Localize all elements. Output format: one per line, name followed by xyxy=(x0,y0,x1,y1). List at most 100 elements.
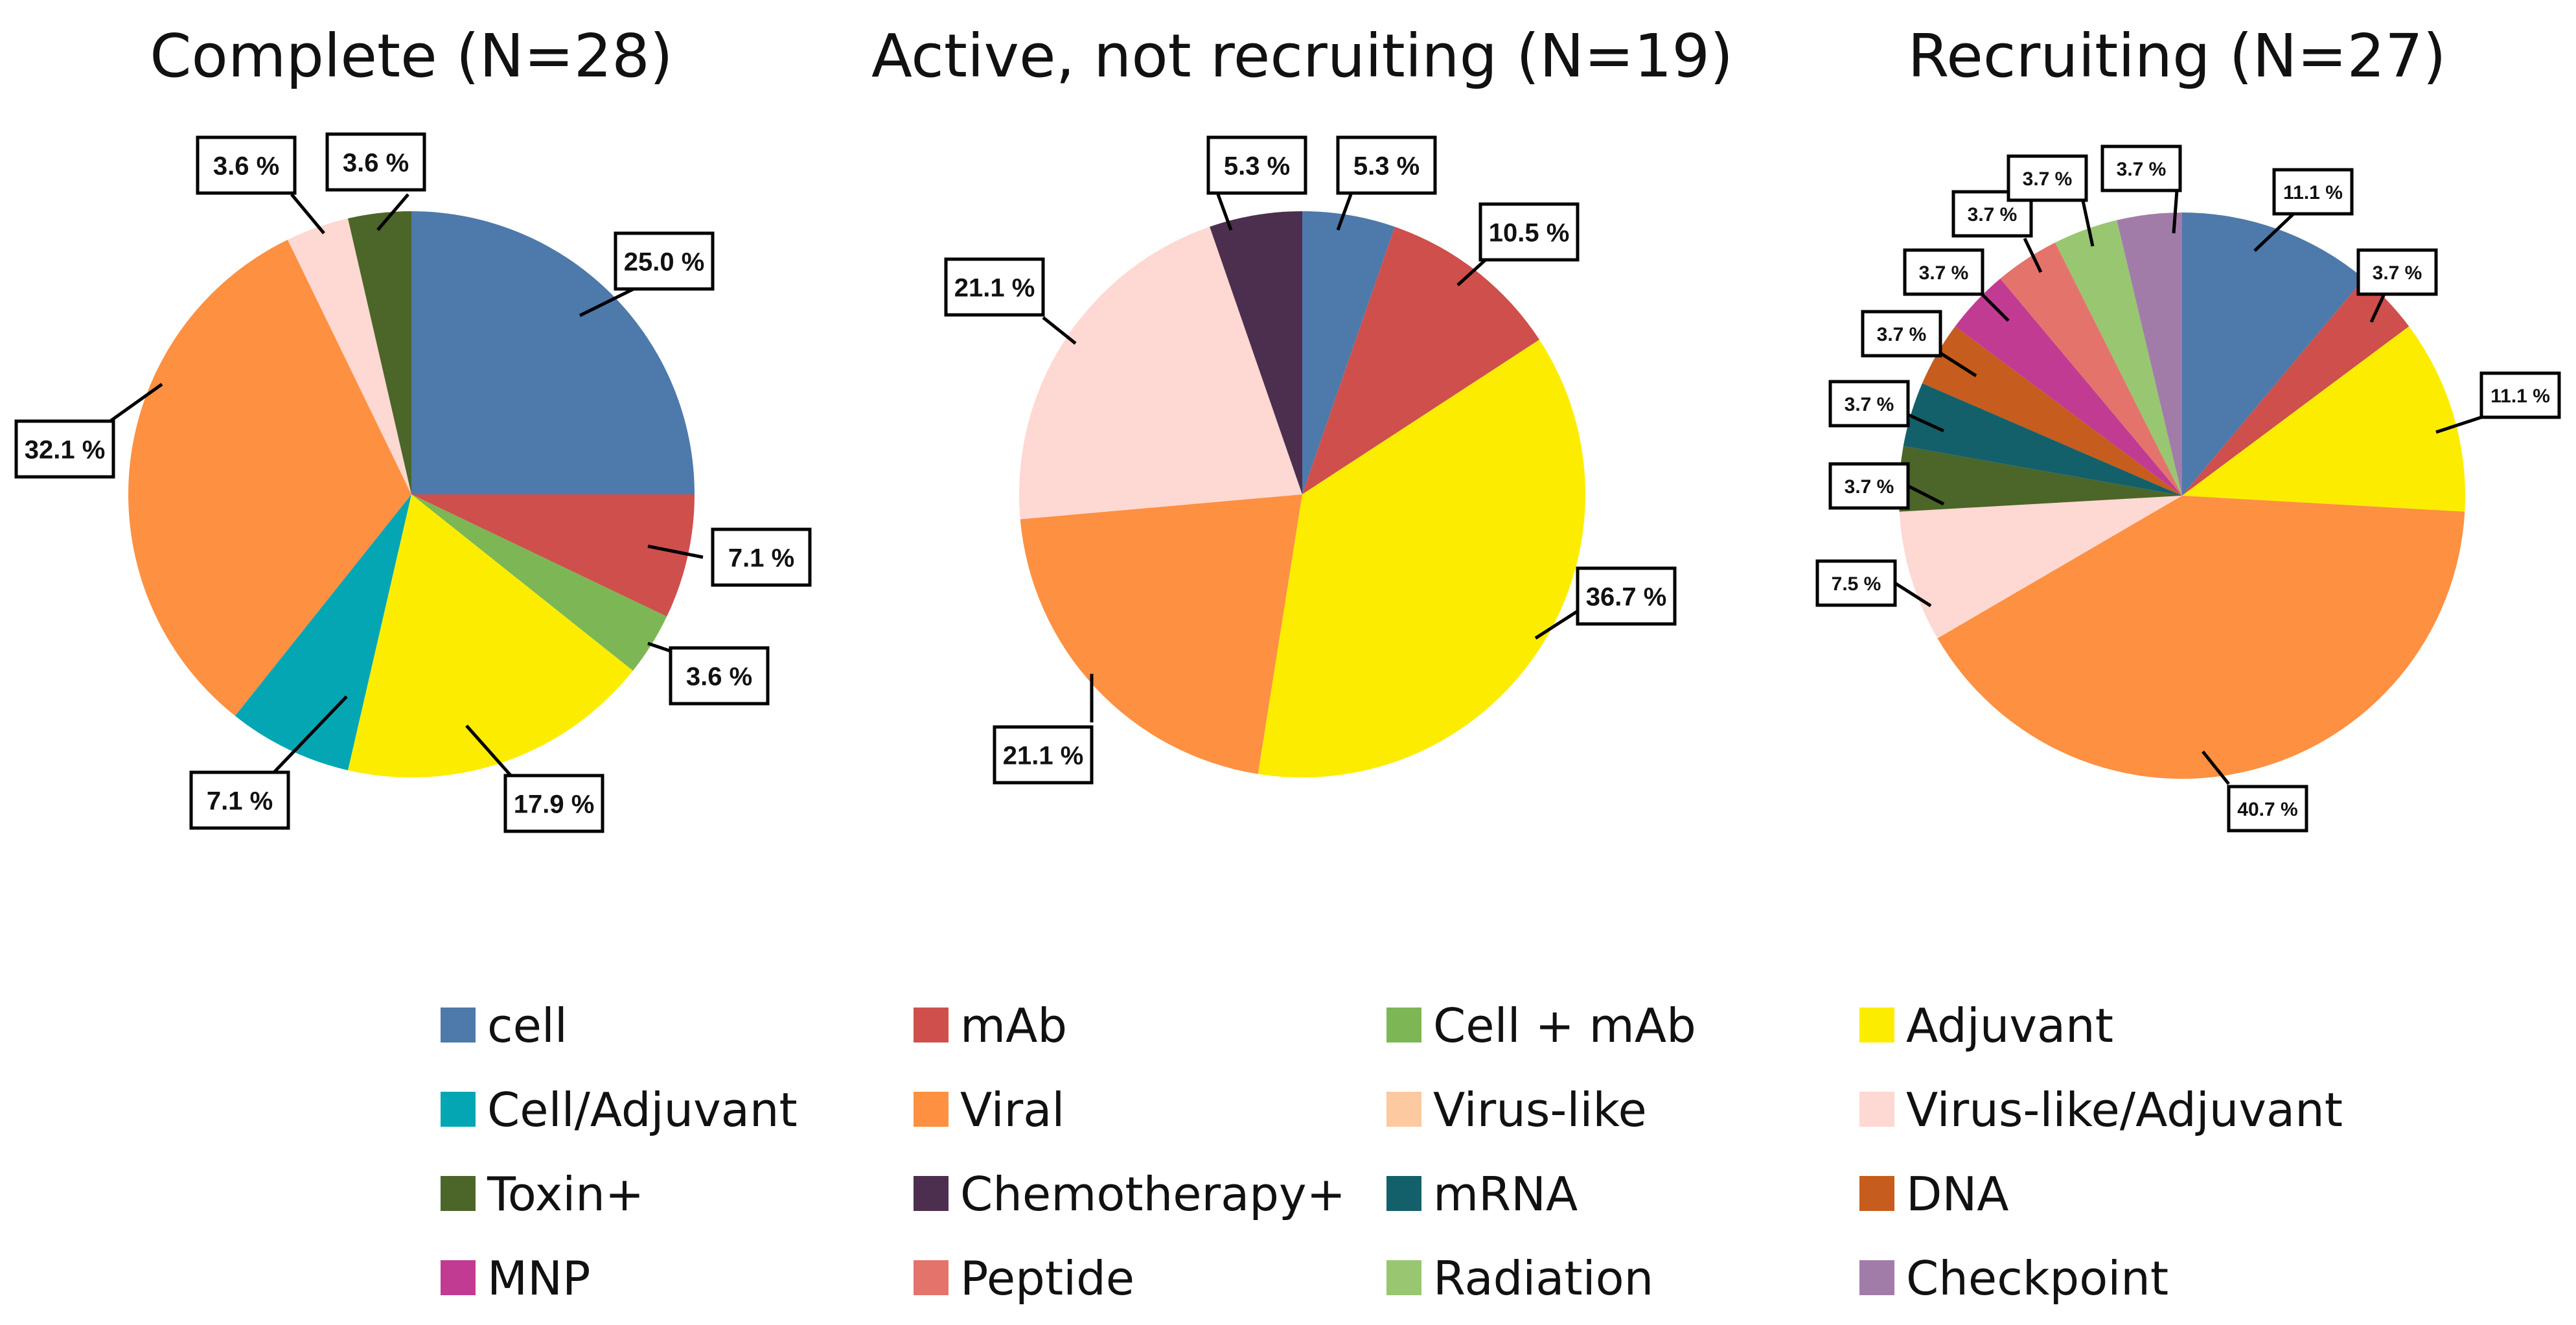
legend-label: cell xyxy=(487,998,568,1053)
pie-slice-viral xyxy=(1020,494,1302,774)
chart-title-recruiting: Recruiting (N=27) xyxy=(1907,21,2446,91)
data-label-box xyxy=(2007,154,2088,202)
legend-label: Cell + mAb xyxy=(1433,998,1696,1053)
leader-line xyxy=(2253,213,2295,252)
leader-line xyxy=(1939,351,1977,378)
chart-title-active-not-recruiting: Active, not recruiting (N=19) xyxy=(871,21,1733,91)
data-label-box xyxy=(503,774,604,833)
legend-item-adjuvant: Adjuvant xyxy=(1859,998,2113,1053)
data-label-box xyxy=(1478,202,1580,262)
data-label-box xyxy=(14,419,115,479)
data-label-mab: 3.7 % xyxy=(2373,262,2422,284)
leader-line xyxy=(1907,484,1945,506)
pie-slice-mab xyxy=(2182,279,2409,496)
pie-slice-cell xyxy=(1302,211,1395,494)
pie-slice-adjuvant xyxy=(1258,340,1585,778)
data-label-checkpoint: 3.7 % xyxy=(2117,159,2167,180)
legend-swatch xyxy=(1386,1176,1421,1211)
leader-line xyxy=(2369,293,2386,323)
legend-swatch xyxy=(914,1008,949,1043)
legend-label: mAb xyxy=(960,998,1067,1053)
data-label-toxin: 3.7 % xyxy=(1845,476,1894,498)
pie-slice-cell xyxy=(2182,213,2364,496)
legend-label: MNP xyxy=(487,1251,590,1306)
legend-swatch xyxy=(914,1176,949,1211)
legend-swatch xyxy=(441,1176,476,1211)
leader-line xyxy=(1981,294,2010,322)
legend-item-virus-like: Virus-like xyxy=(1386,1083,1647,1137)
data-label-dna: 3.7 % xyxy=(1877,324,1927,345)
data-label-box xyxy=(2227,785,2308,833)
data-label-cell-adjuvant: 7.1 % xyxy=(207,787,273,815)
legend-label: Adjuvant xyxy=(1906,998,2113,1053)
legend-item-checkpoint: Checkpoint xyxy=(1859,1251,2168,1306)
leader-line xyxy=(2172,190,2179,234)
legend-item-mrna: mRNA xyxy=(1386,1167,1578,1221)
legend-label: Radiation xyxy=(1433,1251,1653,1306)
data-label-box xyxy=(1336,135,1437,195)
legend-swatch xyxy=(441,1008,476,1043)
data-label-viral: 40.7 % xyxy=(2237,799,2297,820)
legend-swatch xyxy=(1859,1260,1894,1295)
legend-item-radiation: Radiation xyxy=(1386,1251,1653,1306)
chart-recruiting: Recruiting (N=27) 11.1 % 3.7 % 11.1 % 40.7 … xyxy=(1815,21,2561,833)
legend-swatch xyxy=(1859,1008,1894,1043)
leader-line xyxy=(1534,607,1582,640)
legend-item-peptide: Peptide xyxy=(914,1251,1134,1306)
data-label-box xyxy=(2479,371,2561,419)
legend-label: Peptide xyxy=(960,1251,1134,1306)
data-label-box xyxy=(325,132,426,192)
data-label-box xyxy=(1828,462,1910,510)
data-label-box xyxy=(2356,248,2438,296)
leader-line xyxy=(2023,237,2043,273)
data-label-box xyxy=(2100,144,2182,192)
leader-line xyxy=(2081,200,2095,247)
legend-label: Virus-like/Adjuvant xyxy=(1906,1083,2343,1137)
data-label-box xyxy=(189,770,290,830)
data-label-box xyxy=(711,527,812,587)
chart-title-complete: Complete (N=28) xyxy=(150,21,673,91)
pie-slice-virus-like-adjuvant xyxy=(1019,227,1302,520)
legend-swatch xyxy=(914,1092,949,1127)
data-label-box xyxy=(1576,566,1677,626)
data-label-mnp: 3.7 % xyxy=(1919,262,1969,284)
data-label-toxin: 3.6 % xyxy=(343,148,409,177)
legend-swatch xyxy=(441,1092,476,1127)
data-label-box xyxy=(614,231,715,291)
legend-item-mab: mAb xyxy=(914,998,1067,1053)
data-label-radiation: 3.7 % xyxy=(2023,168,2073,190)
data-label-box xyxy=(1815,559,1897,607)
legend-item-chemotherapy: Chemotherapy+ xyxy=(914,1167,1346,1221)
leader-line xyxy=(647,544,704,559)
data-label-box xyxy=(196,135,297,195)
legend-label: mRNA xyxy=(1433,1167,1578,1221)
leader-line xyxy=(376,193,409,231)
pie-slice-toxin xyxy=(347,211,411,494)
data-label-box xyxy=(669,646,770,706)
data-label-cell: 25.0 % xyxy=(624,248,705,276)
legend-swatch xyxy=(1859,1176,1894,1211)
leader-line xyxy=(109,382,163,423)
legend-item-toxin: Toxin+ xyxy=(441,1167,644,1221)
data-label-cell-mab: 3.6 % xyxy=(686,662,752,691)
leader-line xyxy=(1336,194,1353,231)
pie-slice-toxin xyxy=(1899,446,2182,512)
legend-item-virus-like-adjuvant: Virus-like/Adjuvant xyxy=(1859,1083,2343,1137)
data-label-mrna: 3.7 % xyxy=(1845,394,1894,415)
data-label-cell: 5.3 % xyxy=(1353,152,1420,180)
chart-complete: Complete (N=28) 25.0 % 7.1 % 3.6 % 17.9 % 7.… xyxy=(14,21,812,833)
legend-swatch xyxy=(1386,1260,1421,1295)
leader-line xyxy=(290,193,325,235)
pie-slice-dna xyxy=(1922,326,2182,496)
legend-label: Checkpoint xyxy=(1906,1251,2168,1306)
legend-swatch xyxy=(1386,1008,1421,1043)
data-label-box xyxy=(1951,190,2033,238)
legend-label: Chemotherapy+ xyxy=(960,1167,1346,1221)
legend-swatch xyxy=(441,1260,476,1295)
legend-item-cell: cell xyxy=(441,998,568,1053)
data-label-virus-like-adjuvant: 3.6 % xyxy=(213,152,279,180)
leader-line xyxy=(2435,415,2482,434)
data-label-viral: 32.1 % xyxy=(25,435,106,464)
pie-slice-adjuvant xyxy=(2182,326,2465,512)
